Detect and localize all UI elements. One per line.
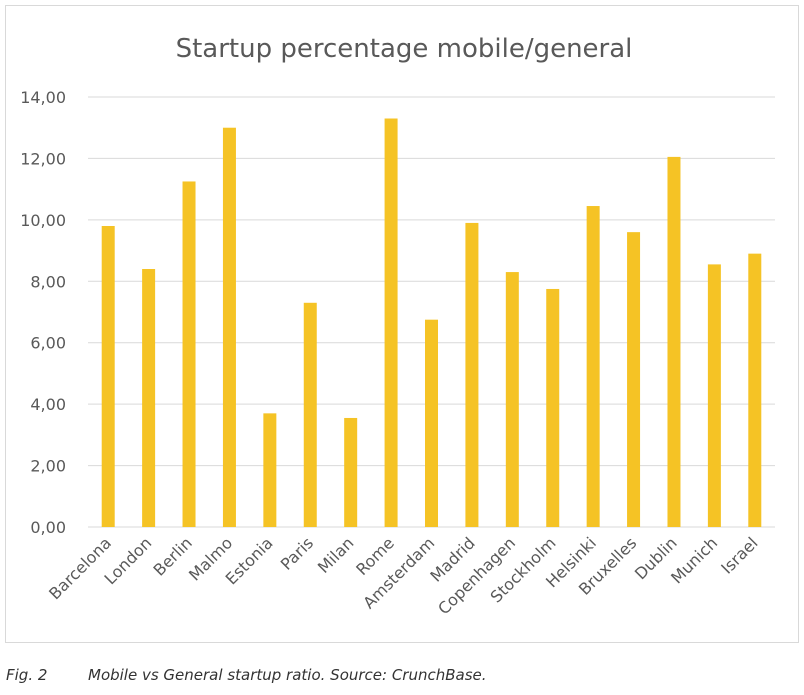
y-tick-label: 8,00 xyxy=(30,272,66,291)
y-tick-label: 4,00 xyxy=(30,395,66,414)
y-tick-label: 2,00 xyxy=(30,457,66,476)
bar-malmo xyxy=(222,127,236,527)
bar-bruxelles xyxy=(627,232,641,527)
x-tick-label: Israel xyxy=(717,533,761,577)
bar-milan xyxy=(344,417,358,527)
chart-title: Startup percentage mobile/general xyxy=(176,34,633,64)
bar-rome xyxy=(384,118,398,527)
figure-caption: Fig. 2 Mobile vs General startup ratio. S… xyxy=(6,666,487,684)
x-tick-label: Milan xyxy=(314,533,358,577)
x-tick-label: Barcelona xyxy=(45,533,115,603)
bar-dublin xyxy=(667,156,681,527)
y-axis-ticks: 0,00 2,00 4,00 6,00 8,00 10,00 12,00 14,00 xyxy=(20,88,66,537)
caption-text: Mobile vs General startup ratio. Source:… xyxy=(88,666,487,684)
bar-israel xyxy=(748,253,762,527)
x-tick-label: Paris xyxy=(277,533,317,573)
bar-barcelona xyxy=(101,226,115,527)
bar-munich xyxy=(707,264,721,527)
figure-number: Fig. 2 xyxy=(6,666,48,684)
bar-stockholm xyxy=(546,288,560,527)
bar-amsterdam xyxy=(425,319,438,527)
y-tick-label: 10,00 xyxy=(20,211,66,230)
bar-copenhagen xyxy=(505,272,519,527)
bar-london xyxy=(142,269,156,527)
y-tick-label: 14,00 xyxy=(20,88,66,107)
bar-estonia xyxy=(263,413,277,527)
bars xyxy=(101,118,762,528)
chart-frame xyxy=(5,5,799,643)
bar-madrid xyxy=(465,222,479,527)
y-tick-label: 12,00 xyxy=(20,149,66,168)
bar-helsinki xyxy=(586,206,600,528)
y-tick-label: 6,00 xyxy=(30,334,66,353)
bar-berlin xyxy=(182,181,196,527)
y-tick-label: 0,00 xyxy=(30,518,66,537)
bar-paris xyxy=(303,302,317,527)
bar-chart: Startup percentage mobile/general 0,00 2,… xyxy=(20,34,775,618)
